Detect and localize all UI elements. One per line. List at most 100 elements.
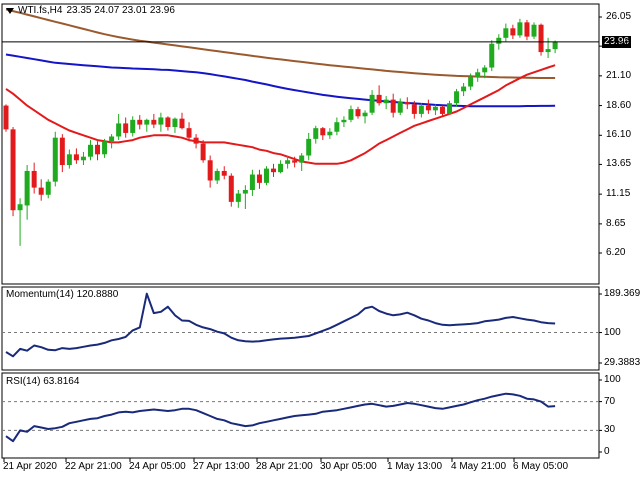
bull-candle [362,112,368,117]
bull-candle [482,67,488,73]
bull-candle [475,72,481,78]
bull-candle [116,123,122,137]
bull-candle [327,131,333,136]
time-axis-label: 24 Apr 05:00 [129,461,186,472]
current-price-badge: 23.96 [602,35,632,48]
bear-candle [524,22,530,37]
ma-mid-line [5,53,556,108]
symbol-label: WTI.fs,H4 [18,5,63,16]
bear-candle [271,168,277,173]
bull-candle [517,22,523,36]
bull-candle [313,128,319,139]
ma-fast-line [5,64,556,165]
bull-candle [496,37,502,44]
bear-candle [31,170,37,188]
time-axis-label: 27 Apr 13:00 [193,461,250,472]
time-axis-label: 21 Apr 2020 [3,461,57,472]
bear-candle [38,187,44,195]
rsi-axis-label: 100 [604,374,621,385]
bull-candle [214,170,220,181]
bull-candle [432,106,438,111]
collapse-triangle-icon[interactable] [6,8,14,14]
bull-candle [172,118,178,127]
bear-candle [538,24,544,53]
price-axis-label: 16.10 [606,129,632,141]
bull-candle [17,204,23,211]
bull-candle [369,94,375,113]
bear-candle [292,160,298,163]
bull-candle [130,119,136,133]
bull-candle [461,86,467,92]
bull-candle [397,102,403,113]
rsi-label: RSI(14) 63.8164 [6,376,80,387]
price-axis-label: 8.65 [606,217,626,229]
bear-candle [151,119,157,125]
price-axis-label: 18.60 [606,99,632,111]
bear-candle [123,123,129,133]
bear-candle [200,143,206,161]
bull-candle [80,156,86,161]
rsi-axis-label: 0 [604,446,610,457]
price-axis-label: 23.60 [606,40,632,52]
bear-candle [193,137,199,144]
price-axis-label: 13.65 [606,158,632,170]
bear-candle [376,94,382,104]
bull-candle [235,193,241,202]
bear-candle [95,144,101,155]
time-axis-label: 28 Apr 21:00 [256,461,313,472]
bull-candle [299,155,305,163]
bull-candle [45,181,51,195]
ohlc-label: 23.35 24.07 23.01 23.96 [66,5,175,16]
bull-candle [341,119,347,123]
momentum-axis-label: 100 [604,326,621,338]
bull-candle [454,91,460,104]
bear-candle [59,137,65,166]
bull-candle [87,144,93,157]
bull-candle [285,160,291,164]
bear-candle [228,175,234,202]
pane-frame-1 [1,3,600,285]
rsi-axis-label: 70 [604,395,616,407]
time-axis-label: 22 Apr 21:00 [65,461,122,472]
bull-candle [109,136,115,142]
bear-candle [186,128,192,138]
time-axis-label: 4 May 21:00 [451,461,507,472]
rsi-axis-label: 30 [604,424,616,436]
pane-frame-3 [1,372,600,459]
bull-candle [278,163,284,173]
bull-candle [144,119,150,125]
bull-candle [52,137,58,182]
bear-candle [207,160,213,181]
ma-slow-line [5,8,556,79]
bull-candle [468,77,474,87]
bear-candle [165,117,171,127]
time-axis-label: 6 May 05:00 [513,461,569,472]
bear-candle [179,118,185,129]
momentum-label: Momentum(14) 120.8880 [6,289,119,300]
pane-frame-2 [1,286,600,371]
bull-candle [158,117,164,125]
bull-candle [334,122,340,132]
price-axis-label: 6.20 [606,247,626,258]
chart-header: WTI.fs,H4 23.35 24.07 23.01 23.96 [6,5,175,16]
bear-candle [425,105,431,111]
time-axis-label: 30 Apr 05:00 [320,461,377,472]
bear-candle [10,129,16,211]
time-axis-label: 1 May 13:00 [387,461,443,472]
bull-candle [306,138,312,156]
bear-candle [355,109,361,117]
bear-candle [73,154,79,161]
bull-candle [545,49,551,53]
bear-candle [137,119,143,125]
bull-candle [66,154,72,166]
bear-candle [390,99,396,113]
bear-candle [439,106,445,114]
bear-candle [320,128,326,136]
bull-candle [552,41,558,50]
bear-candle [404,102,410,105]
bear-candle [256,174,262,183]
bull-candle [249,174,255,190]
bear-candle [221,170,227,176]
bull-candle [418,105,424,114]
